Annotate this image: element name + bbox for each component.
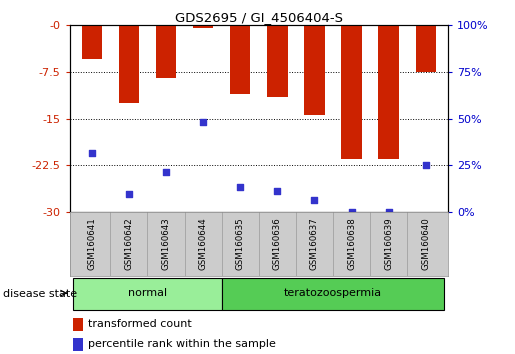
Text: transformed count: transformed count (89, 319, 192, 329)
Point (273, 188, 282, 193)
Point (236, 184, 244, 190)
Text: normal: normal (128, 288, 167, 298)
Point (88, 150, 96, 156)
Bar (341, 25, 362, 159)
Bar (73, 318, 83, 331)
Point (199, 119, 207, 125)
Text: GSM160635: GSM160635 (236, 217, 245, 270)
Bar (267, 25, 287, 97)
Point (348, 210, 356, 215)
Point (162, 169, 170, 175)
Text: percentile rank within the sample: percentile rank within the sample (89, 339, 277, 349)
Bar (230, 25, 250, 93)
Bar (156, 25, 176, 78)
Point (422, 162, 430, 168)
Text: GSM160636: GSM160636 (273, 217, 282, 270)
Bar (416, 25, 436, 72)
Bar (73, 278, 221, 310)
Text: GSM160644: GSM160644 (199, 217, 208, 270)
Text: disease state: disease state (3, 289, 77, 299)
Bar (379, 25, 399, 159)
Bar (193, 25, 213, 28)
Text: GSM160643: GSM160643 (162, 217, 170, 270)
Point (385, 210, 393, 215)
Bar (118, 25, 139, 103)
Text: GSM160642: GSM160642 (125, 217, 133, 270)
Text: GSM160641: GSM160641 (87, 217, 96, 270)
Point (125, 191, 133, 196)
Bar (73, 338, 83, 350)
Text: teratozoospermia: teratozoospermia (284, 288, 382, 298)
Title: GDS2695 / GI_4506404-S: GDS2695 / GI_4506404-S (175, 11, 343, 24)
Point (311, 197, 319, 203)
Bar (221, 278, 444, 310)
Text: GSM160640: GSM160640 (421, 217, 431, 270)
Text: GSM160637: GSM160637 (310, 217, 319, 270)
Text: GSM160638: GSM160638 (347, 217, 356, 270)
Bar (304, 25, 324, 115)
Bar (81, 25, 102, 59)
Text: GSM160639: GSM160639 (384, 217, 393, 270)
